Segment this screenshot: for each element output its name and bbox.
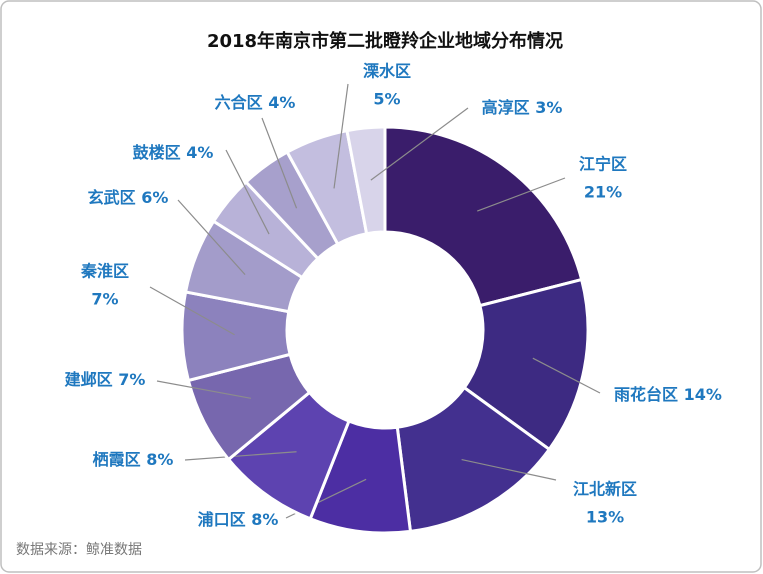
- slice-label-group: 浦口区 8%: [198, 510, 279, 529]
- donut-slice: [383, 125, 584, 308]
- donut-slice: [462, 277, 590, 452]
- slice-label-group: 雨花台区 14%: [614, 385, 722, 404]
- slice-label: 六合区: [215, 93, 263, 112]
- slice-value-label: 7%: [118, 370, 145, 389]
- slice-label: 江宁区: [579, 155, 627, 174]
- slice-label: 江北新区: [573, 480, 637, 499]
- slice-value-label: 21%: [584, 183, 622, 202]
- slice-value-label: 6%: [141, 188, 168, 207]
- leader-line: [184, 451, 297, 461]
- leader-line: [156, 380, 252, 399]
- leader-line: [333, 83, 349, 189]
- slice-label: 浦口区: [198, 510, 246, 529]
- slice-label-group: 高淳区 3%: [482, 98, 563, 117]
- slice-value-label: 14%: [684, 385, 722, 404]
- leader-line: [477, 177, 566, 212]
- slice-value-label: 5%: [373, 90, 400, 109]
- leader-line: [261, 117, 298, 209]
- leader-line: [461, 458, 557, 481]
- slice-label: 栖霞区: [93, 450, 141, 469]
- slice-label: 玄武区: [88, 188, 136, 207]
- slice-value-label: 3%: [535, 98, 562, 117]
- leader-line: [225, 149, 270, 235]
- slice-label-group: 鼓楼区 4%: [133, 143, 214, 162]
- slice-label: 秦淮区: [80, 262, 129, 281]
- leader-line: [532, 357, 601, 394]
- slice-value-label: 8%: [251, 510, 278, 529]
- slice-value-label: 13%: [586, 508, 624, 527]
- source-note: 数据来源：鲸准数据: [16, 542, 142, 558]
- leader-line: [370, 107, 469, 181]
- slice-label-group: 建邺区 7%: [65, 370, 146, 389]
- slice-value-label: 8%: [146, 450, 173, 469]
- slice-label-group: 栖霞区 8%: [93, 450, 174, 469]
- slice-label: 高淳区: [482, 98, 530, 117]
- slice-label: 建邺区: [65, 370, 113, 389]
- slice-label: 雨花台区: [614, 385, 678, 404]
- slice-label-group: 六合区 4%: [215, 93, 296, 112]
- slice-value-label: 7%: [91, 290, 118, 309]
- leader-line: [149, 286, 235, 336]
- donut-slice: [345, 125, 387, 236]
- leader-line: [177, 199, 246, 275]
- slice-label: 溧水区: [363, 62, 411, 81]
- slice-value-label: 4%: [186, 143, 213, 162]
- slice-label: 鼓楼区: [133, 143, 181, 162]
- slice-label-group: 玄武区 6%: [88, 188, 169, 207]
- chart-title: 2018年南京市第二批瞪羚企业地域分布情况: [207, 30, 563, 52]
- slice-value-label: 4%: [268, 93, 295, 112]
